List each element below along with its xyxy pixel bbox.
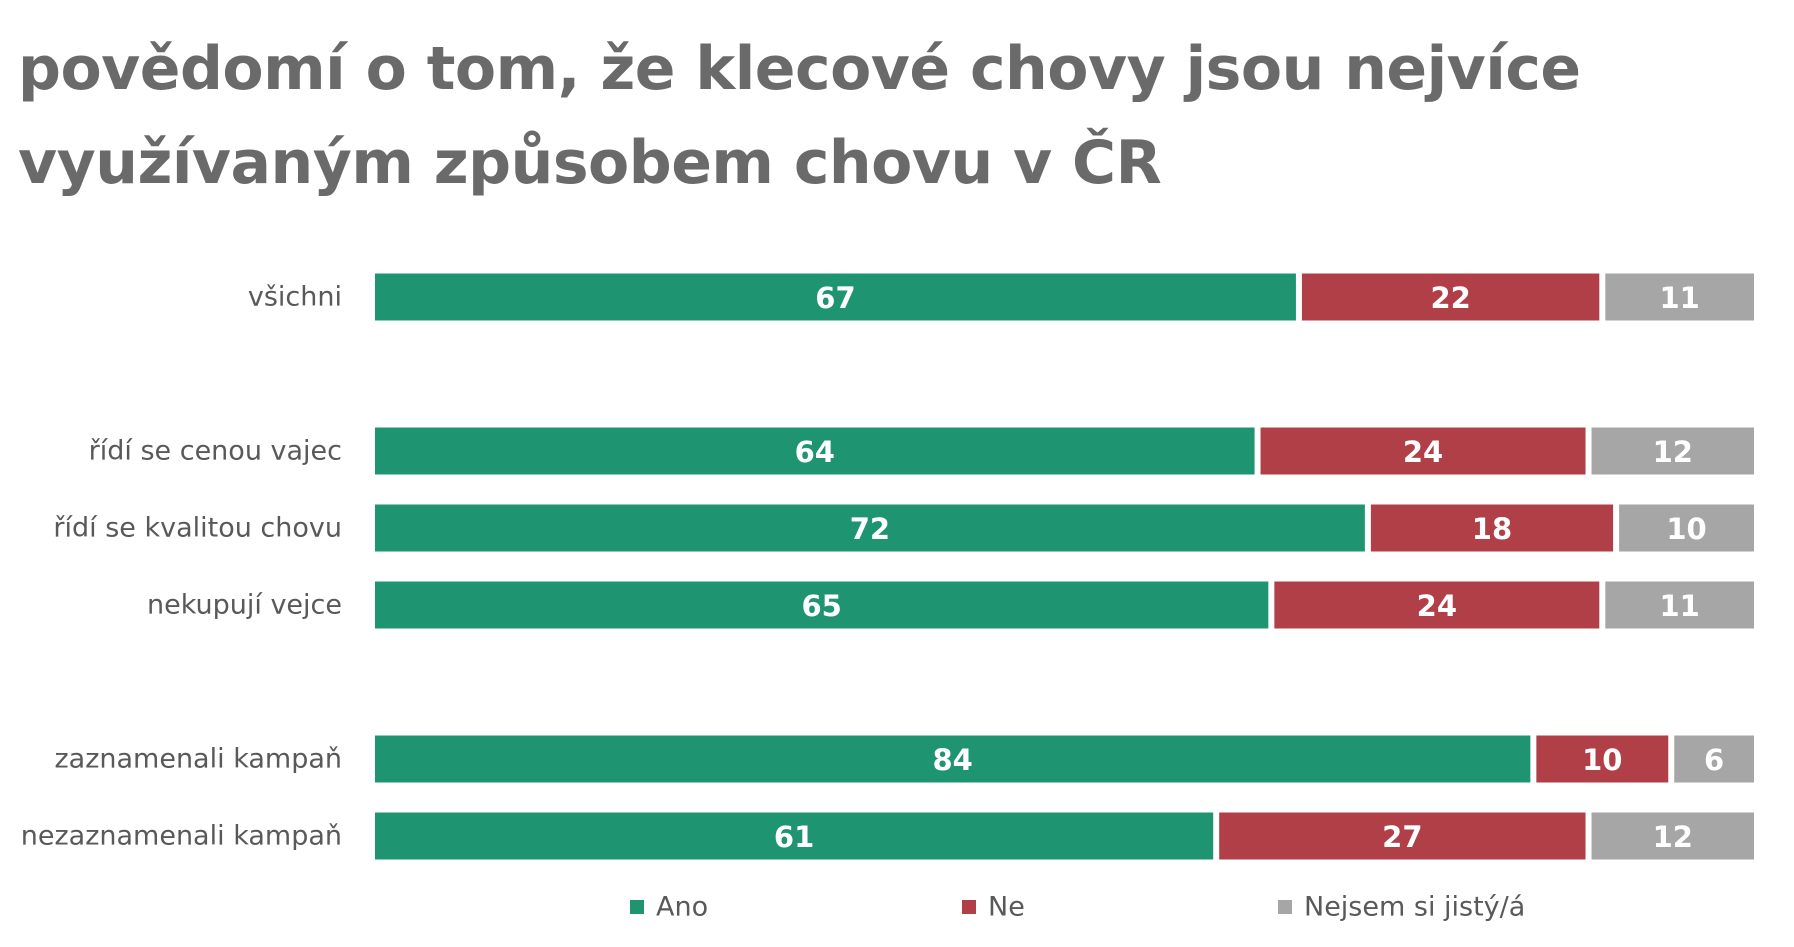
bar-segment-ano [375,812,1214,860]
data-label: 64 [795,435,835,469]
data-label: 12 [1653,435,1693,469]
data-label: 72 [850,512,890,546]
bar-segment-ano [375,427,1255,475]
data-label: 24 [1417,589,1457,623]
bar-segment-nejsem-si-jist- [1619,504,1754,552]
bar-segment-ne [1370,504,1614,552]
chart-title: povědomí o tom, že klecové chovy jsou ne… [18,22,1758,210]
bar-segment-ano [375,273,1296,321]
legend: Ano Ne Nejsem si jistý/á [630,892,1525,923]
legend-swatch [630,900,644,914]
data-label: 65 [801,589,841,623]
category-label: nekupují vejce [147,590,342,621]
data-label: 67 [815,281,855,315]
category-label: řídí se cenou vajec [89,436,342,467]
legend-label: Nejsem si jistý/á [1304,892,1525,923]
data-label: 12 [1653,820,1693,854]
chart-title-line-2: využívaným způsobem chovu v ČR [18,128,1162,198]
data-label: 61 [774,820,814,854]
data-label: 11 [1659,281,1699,315]
data-label: 6 [1704,743,1724,777]
legend-swatch [962,900,976,914]
chart-title-line-1: povědomí o tom, že klecové chovy jsou ne… [18,34,1581,104]
bar-segment-ne [1260,427,1586,475]
bar-segment-nejsem-si-jist- [1605,581,1754,629]
bar-segment-nejsem-si-jist- [1605,273,1754,321]
legend-label: Ne [988,892,1025,923]
data-label: 27 [1382,820,1422,854]
bar-area: všichni 67 22 11 řídí se cenou vajec 64 24 12 ří… [21,273,1754,860]
bar-segment-nejsem-si-jist- [1591,427,1754,475]
bar-segment-nejsem-si-jist- [1591,812,1754,860]
bar-segment-ano [375,504,1365,552]
bar-segment-ano [375,581,1269,629]
bar-segment-ne [1219,812,1586,860]
data-label: 10 [1582,743,1622,777]
bar-segment-ne [1536,735,1669,783]
category-label: zaznamenali kampaň [54,744,342,775]
data-label: 18 [1472,512,1512,546]
data-label: 22 [1430,281,1470,315]
data-label: 84 [933,743,973,777]
legend-label: Ano [656,892,708,923]
legend-swatch [1278,900,1292,914]
category-label: řídí se kvalitou chovu [53,513,342,544]
bar-segment-ne [1274,581,1600,629]
category-label: nezaznamenali kampaň [21,821,342,852]
data-label: 24 [1403,435,1443,469]
bar-segment-nejsem-si-jist- [1674,735,1754,783]
category-label: všichni [248,282,342,313]
bar-segment-ano [375,735,1531,783]
data-label: 10 [1666,512,1706,546]
data-label: 11 [1659,589,1699,623]
bar-segment-ne [1301,273,1600,321]
